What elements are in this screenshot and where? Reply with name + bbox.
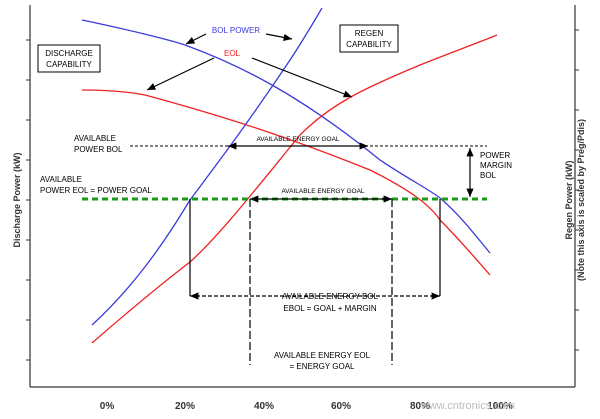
- x-tick-label: 80%: [410, 401, 430, 412]
- label: CAPABILITY: [346, 40, 392, 49]
- x-tick-label: 40%: [254, 401, 274, 412]
- box: [339, 24, 399, 53]
- arrows: [146, 33, 474, 365]
- labels: BOL POWER EOL DISCHARGE CAPABILITY REGEN…: [12, 26, 586, 412]
- label: POWER BOL: [74, 145, 123, 154]
- label: = ENERGY GOAL: [290, 362, 356, 371]
- axis-label: (Note this axis is scaled by Preg/Pdis): [576, 119, 586, 281]
- label: EBOL = GOAL + MARGIN: [283, 304, 376, 313]
- label: AVAILABLE ENERGY GOAL: [281, 188, 364, 195]
- label: EOL: [224, 49, 241, 58]
- axis-label: Regen Power (kW): [564, 160, 574, 239]
- label: DISCHARGE: [45, 49, 93, 58]
- label: MARGIN: [480, 161, 512, 170]
- axes: [26, 5, 579, 388]
- x-tick-label: 20%: [175, 401, 195, 412]
- label: AVAILABLE ENERGY GOAL: [256, 136, 339, 143]
- label: POWER EOL = POWER GOAL: [40, 186, 153, 195]
- watermark: www.cntronics.com: [420, 400, 515, 412]
- x-tick-label: 100%: [487, 401, 513, 412]
- x-tick-label: 60%: [331, 401, 351, 412]
- axis-label: Discharge Power (kW): [12, 152, 22, 247]
- label: REGEN: [355, 29, 384, 38]
- label: CAPABILITY: [46, 60, 92, 69]
- label: BOL POWER: [212, 26, 260, 35]
- label: POWER: [480, 151, 510, 160]
- x-tick-label: 0%: [100, 401, 115, 412]
- label: AVAILABLE ENERGY BOL: [282, 292, 379, 301]
- label: AVAILABLE ENERGY EOL: [274, 351, 371, 360]
- curves: [81, 7, 498, 344]
- label: BOL: [480, 171, 497, 180]
- label: AVAILABLE: [40, 175, 82, 184]
- box: [37, 44, 101, 73]
- label: AVAILABLE: [74, 134, 116, 143]
